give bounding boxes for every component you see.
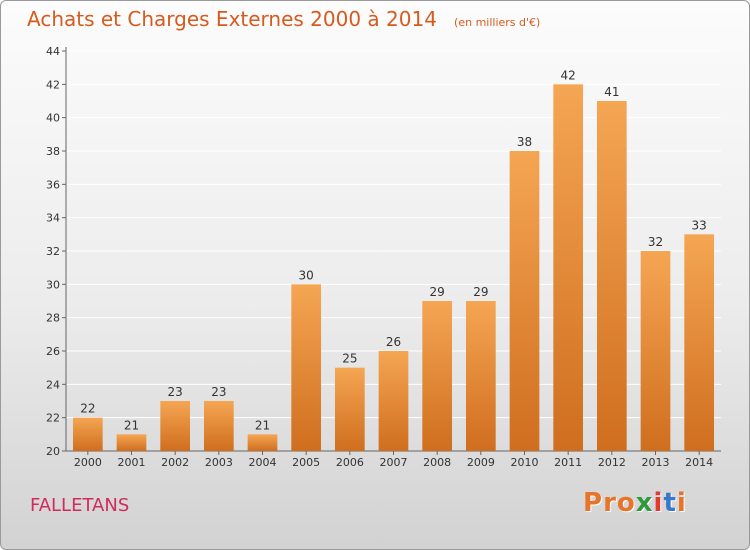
logo-letter: i	[676, 488, 687, 518]
logo-letter: t	[663, 488, 677, 518]
logo-letter: P	[583, 488, 604, 518]
bar	[422, 301, 453, 451]
y-tick-label: 32	[46, 245, 60, 258]
x-tick-label: 2003	[205, 456, 233, 469]
logo-letter: o	[616, 488, 636, 518]
y-tick-label: 40	[46, 112, 60, 125]
x-tick-label: 2011	[554, 456, 582, 469]
bar	[247, 434, 278, 451]
bar	[465, 301, 496, 451]
bar	[378, 351, 409, 451]
x-tick-label: 2008	[423, 456, 451, 469]
bar	[596, 101, 627, 451]
x-tick-label: 2006	[336, 456, 364, 469]
data-label: 23	[211, 385, 226, 399]
x-tick-label: 2013	[642, 456, 670, 469]
y-tick-label: 24	[46, 378, 60, 391]
y-tick-label: 34	[46, 212, 60, 225]
y-tick-label: 44	[46, 45, 60, 58]
chart-subtitle: (en milliers d'€)	[454, 16, 541, 29]
y-tick-label: 28	[46, 312, 60, 325]
commune-name: FALLETANS	[30, 495, 130, 516]
data-label: 30	[299, 268, 314, 282]
data-label: 21	[255, 418, 270, 432]
logo-letter: r	[603, 488, 617, 518]
proxiti-logo[interactable]: Proxiti	[583, 488, 687, 518]
chart-title: Achats et Charges Externes 2000 à 2014	[27, 7, 437, 31]
logo-letter: x	[635, 488, 654, 518]
title-row: Achats et Charges Externes 2000 à 2014 (…	[27, 7, 540, 31]
bar	[684, 234, 715, 451]
data-label: 42	[561, 68, 576, 82]
x-tick-label: 2002	[161, 456, 189, 469]
x-tick-label: 2012	[598, 456, 626, 469]
y-tick-label: 26	[46, 345, 60, 358]
bar	[72, 417, 103, 451]
x-tick-label: 2014	[685, 456, 713, 469]
data-label: 33	[692, 218, 707, 232]
x-tick-label: 2000	[74, 456, 102, 469]
x-tick-label: 2009	[467, 456, 495, 469]
bar	[334, 367, 365, 451]
labels: 20 22 24 26 28 30 32 34 36 38 40 42 44 22 2000 21 2001 23…	[46, 45, 713, 469]
data-label: 25	[342, 352, 357, 366]
y-tick-label: 38	[46, 145, 60, 158]
data-label: 21	[124, 418, 139, 432]
bar	[203, 401, 234, 451]
x-tick-label: 2005	[292, 456, 320, 469]
bar	[291, 284, 322, 451]
bar	[160, 401, 191, 451]
x-tick-label: 2004	[249, 456, 277, 469]
y-tick-label: 42	[46, 78, 60, 91]
bar	[116, 434, 147, 451]
data-label: 26	[386, 335, 401, 349]
logo-letter: i	[653, 488, 664, 518]
y-tick-label: 20	[46, 445, 60, 458]
data-label: 32	[648, 235, 663, 249]
bar	[509, 151, 540, 451]
x-tick-label: 2010	[511, 456, 539, 469]
bars	[72, 84, 715, 451]
data-label: 22	[80, 402, 95, 416]
y-tick-label: 22	[46, 412, 60, 425]
y-tick-label: 36	[46, 178, 60, 191]
x-tick-label: 2007	[380, 456, 408, 469]
y-tick-label: 30	[46, 278, 60, 291]
data-label: 23	[168, 385, 183, 399]
bar	[553, 84, 584, 451]
data-label: 29	[430, 285, 445, 299]
data-label: 38	[517, 135, 532, 149]
data-label: 41	[604, 85, 619, 99]
bar	[640, 251, 671, 451]
x-tick-label: 2001	[118, 456, 146, 469]
data-label: 29	[473, 285, 488, 299]
